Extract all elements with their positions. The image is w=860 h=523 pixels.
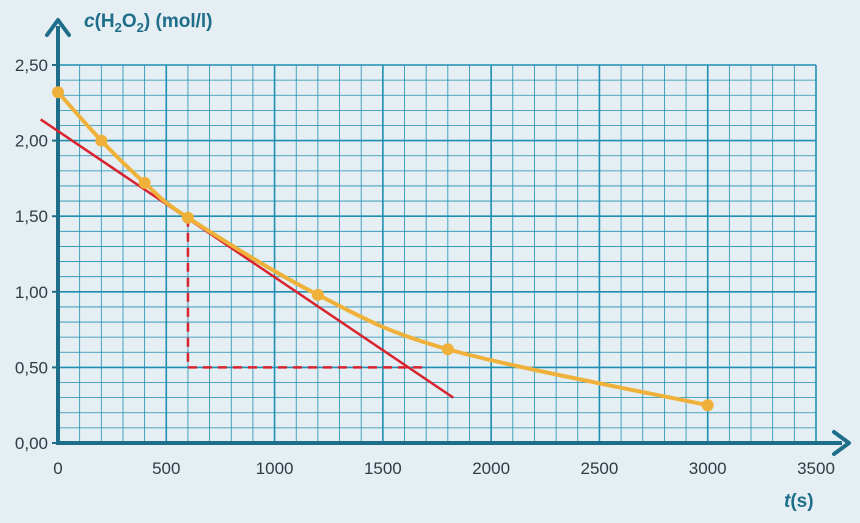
y-tick-label: 1,00: [15, 283, 48, 302]
y-tick-label: 2,50: [15, 56, 48, 75]
data-point: [181, 211, 194, 224]
grid: [57, 64, 817, 444]
x-tick-label: 1000: [256, 459, 294, 478]
x-axis-title: t(s): [784, 491, 814, 512]
x-tick-label: 3000: [689, 459, 727, 478]
data-points: [52, 86, 714, 412]
tangent-line: [39, 118, 454, 399]
x-tick-label: 2500: [581, 459, 619, 478]
data-point: [701, 399, 714, 412]
data-point: [441, 343, 454, 356]
data-point: [311, 288, 324, 301]
y-tick-label: 1,50: [15, 207, 48, 226]
x-tick-label: 1500: [364, 459, 402, 478]
y-tick-label: 2,00: [15, 132, 48, 151]
x-axis-arrow-icon: [832, 430, 851, 456]
tick-labels: 0,00 0,50 1,00 1,50 2,00 2,50 0 500 1000 1500 2000…: [15, 56, 835, 478]
x-tick-label: 0: [53, 459, 62, 478]
y-axis-title: c(H2O2) (mol/l): [84, 11, 213, 35]
x-tick-label: 500: [152, 459, 180, 478]
y-axis-arrow-icon: [45, 18, 71, 37]
x-tick-label: 2000: [472, 459, 510, 478]
x-tick-label: 3500: [797, 459, 835, 478]
data-point: [138, 176, 151, 189]
slope-construction: [186, 217, 427, 369]
y-tick-label: 0,50: [15, 358, 48, 377]
y-tick-label: 0,00: [15, 434, 48, 453]
data-point: [95, 134, 108, 147]
data-point: [52, 86, 64, 99]
concentration-curve: [56, 90, 710, 408]
